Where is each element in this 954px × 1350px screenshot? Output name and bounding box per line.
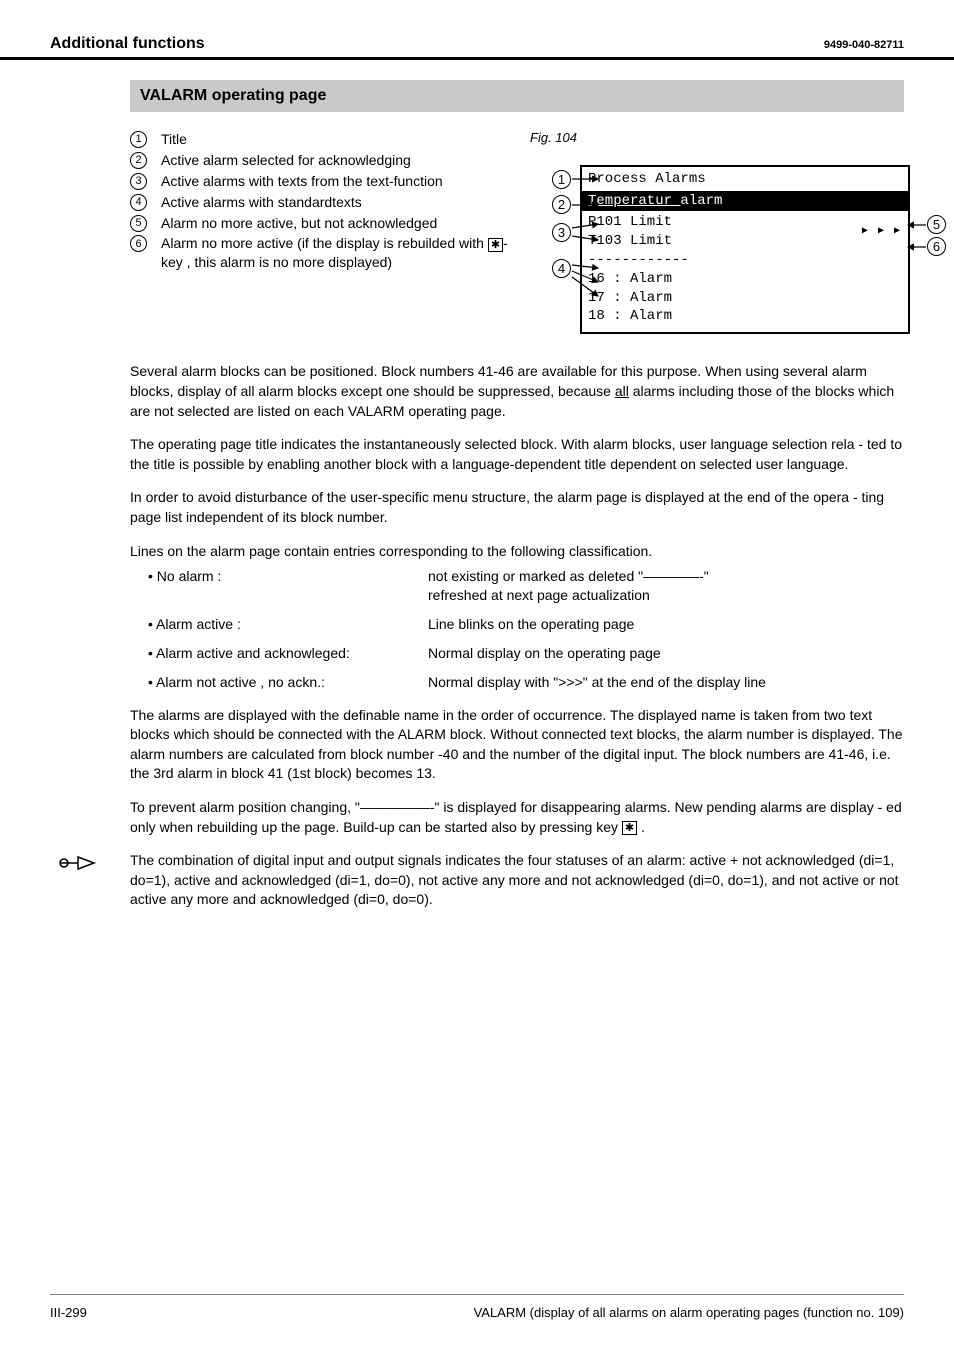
- paragraph: The alarms are displayed with the defina…: [130, 706, 904, 784]
- list-item: 1 Title: [130, 130, 510, 149]
- paragraph: Several alarm blocks can be positioned. …: [130, 362, 904, 421]
- circled-6: 6: [130, 235, 147, 252]
- class-row: Alarm active and acknowleged: Normal dis…: [148, 644, 904, 663]
- text: To prevent alarm position changing, "———…: [130, 799, 902, 835]
- callout-1: 1: [552, 170, 571, 189]
- callout-5: 5: [927, 215, 946, 234]
- callout-3: 3: [552, 223, 571, 242]
- device-selected-row: Temperatur alarm: [582, 191, 908, 211]
- class-label: Alarm active :: [148, 615, 428, 634]
- device-screen: Process Alarms Temperatur alarm P101 Lim…: [580, 165, 910, 334]
- figure-row: 1 Title 2 Active alarm selected for ackn…: [130, 130, 904, 334]
- list-item: 3 Active alarms with texts from the text…: [130, 172, 510, 191]
- list-text: Active alarm selected for acknowledging: [161, 151, 411, 170]
- device-alarm-line: 17 : Alarm: [588, 289, 902, 308]
- class-row: Alarm not active , no ackn.: Normal disp…: [148, 673, 904, 692]
- device-alarm-line: 16 : Alarm: [588, 270, 902, 289]
- device-title: Process Alarms: [582, 167, 908, 191]
- device-line: T103 Limit: [588, 233, 672, 249]
- device-bar-text: Temperatur alarm: [588, 193, 722, 209]
- device-body: P101 Limit T103 Limit ▶ ▶ ▶ ------------…: [582, 211, 908, 332]
- callout-6: 6: [927, 237, 946, 256]
- triangle-icons: ▶ ▶ ▶: [862, 225, 902, 239]
- content: VALARM operating page 1 Title 2 Active a…: [0, 60, 954, 910]
- bar-b: alarm: [680, 193, 722, 209]
- device-dash: ------------: [588, 251, 902, 270]
- list-text: Active alarms with texts from the text-f…: [161, 172, 443, 191]
- star-key-icon: ✱: [622, 821, 637, 835]
- list-item: 2 Active alarm selected for acknowledgin…: [130, 151, 510, 170]
- circled-2: 2: [130, 152, 147, 169]
- list-text: Alarm no more active, but not acknowledg…: [161, 214, 437, 233]
- footer-rule: [50, 1294, 904, 1295]
- paragraph: In order to avoid disturbance of the use…: [130, 488, 904, 527]
- star-key-icon: ✱: [488, 238, 503, 252]
- bar-a: Temperatur: [588, 193, 680, 209]
- class-row: No alarm : not existing or marked as del…: [148, 567, 904, 605]
- header-docnum: 9499-040-82711: [824, 39, 904, 51]
- page-footer: III-299 VALARM (display of all alarms on…: [50, 1305, 904, 1320]
- footer-right: VALARM (display of all alarms on alarm o…: [474, 1305, 904, 1320]
- list-text: Title: [161, 130, 187, 149]
- paragraph: To prevent alarm position changing, "———…: [130, 798, 904, 837]
- class-label: No alarm :: [148, 567, 428, 605]
- class-label: Alarm not active , no ackn.:: [148, 673, 428, 692]
- classification-list: No alarm : not existing or marked as del…: [148, 567, 904, 691]
- callout-list: 1 Title 2 Active alarm selected for ackn…: [130, 130, 510, 274]
- circled-3: 3: [130, 173, 147, 190]
- device-diagram: 1 2 3 4 5 6: [550, 165, 930, 334]
- pointing-hand-icon: [58, 851, 98, 878]
- device-alarm-line: 18 : Alarm: [588, 307, 902, 326]
- circled-5: 5: [130, 215, 147, 232]
- footer-left: III-299: [50, 1305, 87, 1320]
- list-item: 5 Alarm no more active, but not acknowle…: [130, 214, 510, 233]
- text-underline: all: [615, 383, 629, 399]
- list-item: 4 Active alarms with standardtexts: [130, 193, 510, 212]
- text: .: [637, 819, 645, 835]
- paragraph: Lines on the alarm page contain entries …: [130, 542, 904, 562]
- paragraph: The combination of digital input and out…: [130, 851, 904, 910]
- class-desc: Line blinks on the operating page: [428, 615, 904, 634]
- page-header: Additional functions 9499-040-82711: [0, 0, 954, 60]
- device-line: P101 Limit: [588, 214, 672, 230]
- callout-4: 4: [552, 259, 571, 278]
- class-desc: Normal display on the operating page: [428, 644, 904, 663]
- list-text: Active alarms with standardtexts: [161, 193, 362, 212]
- section-title: VALARM operating page: [130, 80, 904, 112]
- circled-1: 1: [130, 131, 147, 148]
- class-row: Alarm active : Line blinks on the operat…: [148, 615, 904, 634]
- figure-caption: Fig. 104: [530, 130, 930, 145]
- paragraph: The operating page title indicates the i…: [130, 435, 904, 474]
- list-item: 6 Alarm no more active (if the display i…: [130, 234, 510, 272]
- callout-2: 2: [552, 195, 571, 214]
- list-text-a: Alarm no more active (if the display is …: [161, 235, 488, 251]
- header-section: Additional functions: [50, 35, 205, 53]
- circled-4: 4: [130, 194, 147, 211]
- list-text: Alarm no more active (if the display is …: [161, 234, 510, 272]
- class-desc: Normal display with ">>>" at the end of …: [428, 673, 904, 692]
- class-label: Alarm active and acknowleged:: [148, 644, 428, 663]
- class-desc: not existing or marked as deleted "————-…: [428, 567, 904, 605]
- figure-column: Fig. 104 1 2 3 4 5 6: [530, 130, 930, 334]
